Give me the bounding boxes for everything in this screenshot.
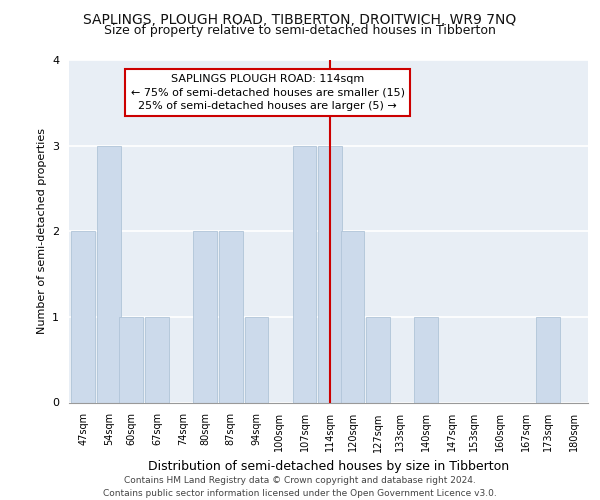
Bar [536, 317, 560, 402]
Text: SAPLINGS, PLOUGH ROAD, TIBBERTON, DROITWICH, WR9 7NQ: SAPLINGS, PLOUGH ROAD, TIBBERTON, DROITW… [83, 12, 517, 26]
Bar [319, 146, 342, 402]
Bar [71, 231, 95, 402]
Bar [415, 317, 438, 402]
Bar [341, 231, 364, 402]
Bar [119, 317, 143, 402]
Bar [367, 317, 390, 402]
Text: Contains HM Land Registry data © Crown copyright and database right 2024.
Contai: Contains HM Land Registry data © Crown c… [103, 476, 497, 498]
Y-axis label: Number of semi-detached properties: Number of semi-detached properties [37, 128, 47, 334]
Bar [219, 231, 242, 402]
Bar [97, 146, 121, 402]
Bar [293, 146, 316, 402]
X-axis label: Distribution of semi-detached houses by size in Tibberton: Distribution of semi-detached houses by … [148, 460, 509, 473]
Bar [245, 317, 268, 402]
Text: SAPLINGS PLOUGH ROAD: 114sqm
← 75% of semi-detached houses are smaller (15)
25% : SAPLINGS PLOUGH ROAD: 114sqm ← 75% of se… [131, 74, 404, 110]
Bar [145, 317, 169, 402]
Text: Size of property relative to semi-detached houses in Tibberton: Size of property relative to semi-detach… [104, 24, 496, 37]
Bar [193, 231, 217, 402]
